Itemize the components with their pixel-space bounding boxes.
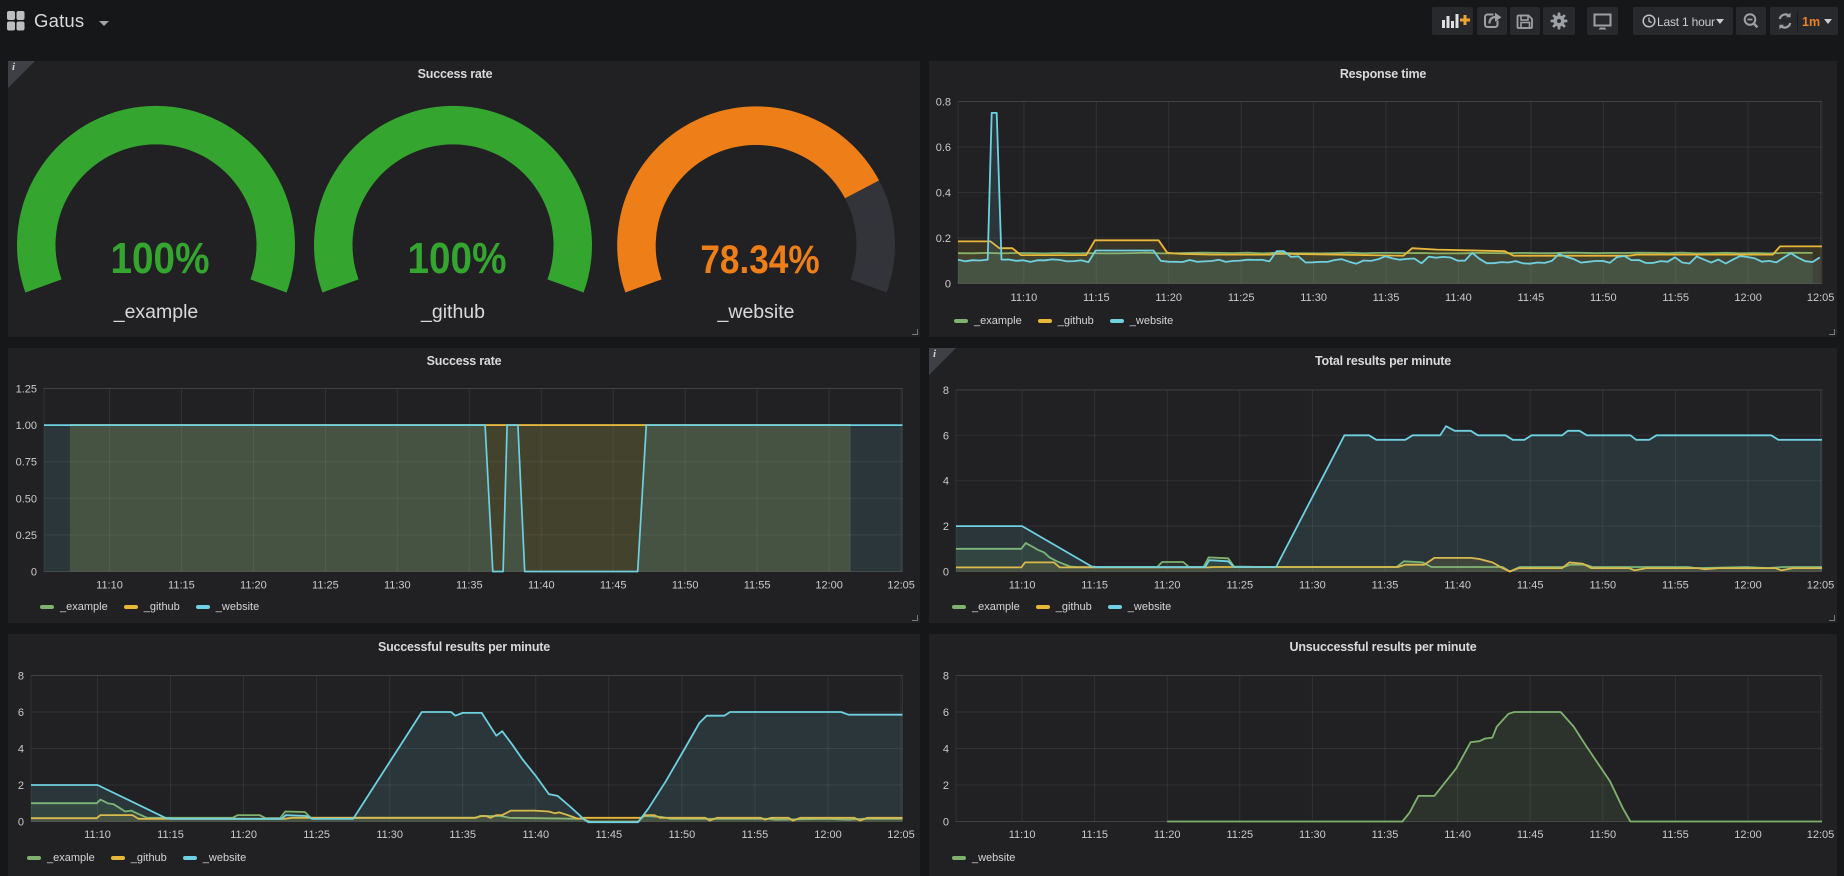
svg-text:11:55: 11:55 (742, 829, 769, 841)
svg-text:11:40: 11:40 (1444, 829, 1471, 841)
svg-text:11:30: 11:30 (376, 829, 403, 841)
svg-text:12:05: 12:05 (1807, 292, 1835, 304)
svg-text:0.75: 0.75 (16, 457, 37, 469)
svg-text:12:05: 12:05 (1807, 580, 1835, 592)
svg-text:11:20: 11:20 (1155, 292, 1182, 304)
svg-text:11:55: 11:55 (744, 580, 771, 592)
svg-text:11:35: 11:35 (456, 580, 483, 592)
svg-text:1.00: 1.00 (16, 420, 37, 432)
svg-text:11:45: 11:45 (600, 580, 627, 592)
svg-text:11:10: 11:10 (1009, 580, 1036, 592)
svg-text:11:25: 11:25 (1226, 829, 1253, 841)
svg-text:11:30: 11:30 (1299, 580, 1326, 592)
svg-text:11:30: 11:30 (384, 580, 411, 592)
svg-text:11:20: 11:20 (230, 829, 257, 841)
svg-text:11:45: 11:45 (1518, 292, 1545, 304)
svg-text:11:25: 11:25 (312, 580, 339, 592)
svg-text:6: 6 (943, 430, 949, 442)
svg-text:2: 2 (18, 780, 24, 792)
svg-text:11:15: 11:15 (1081, 829, 1108, 841)
svg-text:11:35: 11:35 (449, 829, 476, 841)
svg-text:12:00: 12:00 (815, 580, 843, 592)
svg-text:_github: _github (420, 301, 485, 323)
svg-text:0: 0 (18, 817, 24, 829)
svg-text:_website: _website (717, 301, 795, 323)
svg-text:11:20: 11:20 (1154, 829, 1181, 841)
svg-text:0: 0 (945, 279, 951, 291)
svg-text:11:40: 11:40 (1444, 580, 1471, 592)
svg-text:0: 0 (943, 817, 949, 829)
svg-text:8: 8 (18, 671, 24, 683)
svg-text:11:20: 11:20 (240, 580, 267, 592)
svg-text:4: 4 (18, 744, 24, 756)
svg-text:11:35: 11:35 (1372, 829, 1399, 841)
svg-text:11:50: 11:50 (1589, 829, 1616, 841)
svg-text:0.6: 0.6 (936, 142, 951, 154)
svg-text:6: 6 (18, 707, 24, 719)
svg-text:0.8: 0.8 (936, 97, 951, 109)
svg-text:11:10: 11:10 (1009, 829, 1036, 841)
svg-text:11:15: 11:15 (1081, 580, 1108, 592)
svg-text:8: 8 (943, 671, 949, 683)
svg-text:11:25: 11:25 (303, 829, 330, 841)
svg-text:12:00: 12:00 (1734, 292, 1762, 304)
svg-text:11:25: 11:25 (1226, 580, 1253, 592)
svg-text:12:05: 12:05 (887, 829, 915, 841)
svg-text:6: 6 (943, 707, 949, 719)
svg-text:12:00: 12:00 (1734, 829, 1762, 841)
svg-text:11:40: 11:40 (522, 829, 549, 841)
svg-text:11:50: 11:50 (1590, 292, 1617, 304)
svg-text:11:50: 11:50 (1589, 580, 1616, 592)
svg-text:8: 8 (943, 385, 949, 397)
svg-text:0.50: 0.50 (16, 493, 37, 505)
svg-text:11:10: 11:10 (96, 580, 123, 592)
svg-text:12:05: 12:05 (887, 580, 915, 592)
svg-text:11:35: 11:35 (1373, 292, 1400, 304)
svg-text:11:10: 11:10 (1011, 292, 1038, 304)
svg-text:1.25: 1.25 (16, 384, 37, 396)
svg-text:0: 0 (31, 567, 37, 579)
svg-text:12:00: 12:00 (814, 829, 842, 841)
svg-text:78.34%: 78.34% (700, 237, 819, 282)
svg-text:11:45: 11:45 (595, 829, 622, 841)
svg-text:_example: _example (113, 301, 199, 323)
svg-text:11:30: 11:30 (1300, 292, 1327, 304)
svg-text:11:20: 11:20 (1154, 580, 1181, 592)
svg-text:4: 4 (943, 744, 949, 756)
svg-text:4: 4 (943, 476, 949, 488)
svg-text:11:15: 11:15 (157, 829, 184, 841)
svg-text:11:55: 11:55 (1662, 292, 1689, 304)
svg-text:100%: 100% (110, 233, 209, 283)
svg-text:11:40: 11:40 (1445, 292, 1472, 304)
svg-text:12:00: 12:00 (1734, 580, 1762, 592)
svg-text:11:55: 11:55 (1662, 829, 1689, 841)
svg-text:11:45: 11:45 (1517, 580, 1544, 592)
svg-text:11:15: 11:15 (1083, 292, 1110, 304)
svg-text:2: 2 (943, 780, 949, 792)
svg-text:0.4: 0.4 (936, 188, 951, 200)
svg-text:12:05: 12:05 (1807, 829, 1835, 841)
svg-text:0.25: 0.25 (16, 530, 37, 542)
svg-text:11:30: 11:30 (1299, 829, 1326, 841)
svg-text:100%: 100% (407, 233, 506, 283)
svg-text:11:25: 11:25 (1228, 292, 1255, 304)
svg-text:11:50: 11:50 (672, 580, 699, 592)
svg-text:11:15: 11:15 (168, 580, 195, 592)
svg-text:11:45: 11:45 (1517, 829, 1544, 841)
svg-text:11:50: 11:50 (669, 829, 696, 841)
svg-text:0.2: 0.2 (936, 233, 951, 245)
svg-text:0: 0 (943, 567, 949, 579)
svg-text:11:40: 11:40 (528, 580, 555, 592)
svg-text:11:35: 11:35 (1372, 580, 1399, 592)
svg-text:11:10: 11:10 (84, 829, 111, 841)
svg-text:11:55: 11:55 (1662, 580, 1689, 592)
svg-text:2: 2 (943, 521, 949, 533)
